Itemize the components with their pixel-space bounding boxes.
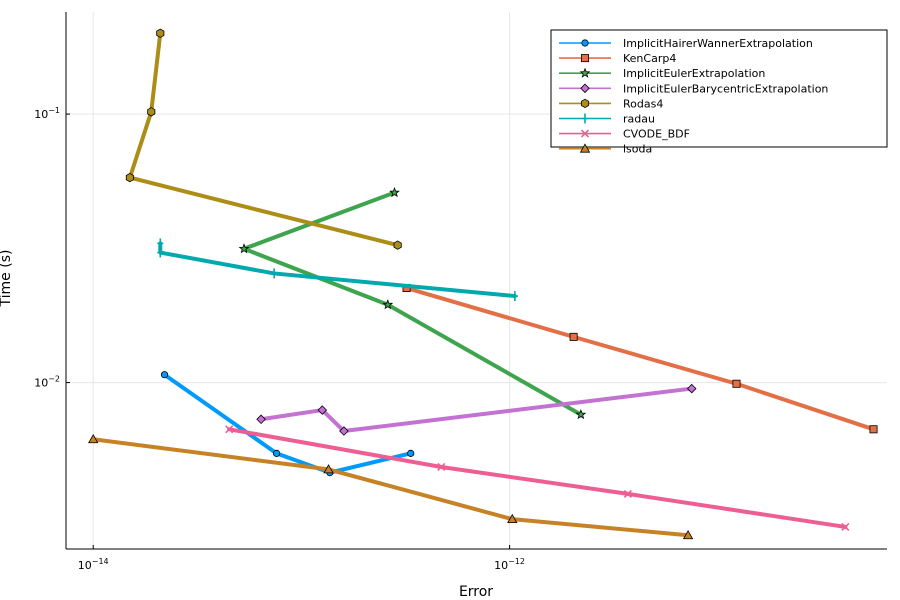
series-impliciteulerextrapolation [238, 186, 587, 420]
legend-label: lsoda [623, 143, 652, 156]
series-rodas4 [125, 28, 402, 250]
data-point [160, 371, 169, 379]
legend-entry: Rodas4 [559, 97, 663, 110]
data-point [339, 426, 349, 436]
data-point [323, 464, 334, 474]
series-line [158, 241, 517, 299]
series-line [259, 386, 694, 434]
legend-label: ImplicitHairerWannerExtrapolation [623, 37, 813, 50]
data-point [511, 291, 518, 302]
series-layer [88, 28, 878, 540]
data-point [238, 243, 250, 254]
series-line [242, 190, 583, 417]
data-point [869, 425, 878, 434]
data-point [256, 414, 266, 425]
legend-entry: KenCarp4 [559, 52, 676, 65]
legend-label: radau [623, 113, 655, 126]
data-point [157, 247, 164, 258]
legend-entry: ImplicitHairerWannerExtrapolation [559, 37, 813, 50]
legend-marker [579, 67, 591, 78]
data-point [157, 238, 164, 249]
legend-entry: ImplicitEulerBarycentricExtrapolation [559, 82, 828, 95]
data-point [841, 522, 850, 531]
legend-marker [580, 98, 590, 109]
legend-entry: lsoda [559, 143, 652, 156]
series-line [127, 31, 400, 248]
legend-label: Rodas4 [623, 97, 663, 110]
data-point [156, 28, 165, 38]
data-point [147, 107, 156, 117]
series-line [91, 437, 691, 538]
data-point [507, 513, 518, 524]
x-axis-title: Error [459, 584, 493, 600]
legend-label: KenCarp4 [623, 52, 676, 65]
data-point [271, 268, 278, 279]
y-axis-title: Time (s) [0, 250, 14, 308]
data-point [393, 240, 402, 250]
data-point [682, 529, 694, 540]
series-cvode-bdf [225, 425, 850, 531]
data-point [382, 299, 394, 310]
legend-marker [580, 129, 590, 138]
series-implicithairerwannerextrapolation [160, 371, 415, 477]
data-point [575, 408, 587, 420]
series-line [404, 286, 876, 432]
y-tick-label: 10−2 [34, 375, 60, 390]
data-point [88, 433, 99, 444]
data-point [437, 462, 446, 472]
data-point [623, 489, 632, 498]
data-point [389, 186, 400, 198]
data-point [732, 379, 741, 388]
legend-entry: ImplicitEulerExtrapolation [559, 67, 765, 80]
legend-marker [582, 113, 588, 124]
series-line [227, 427, 848, 529]
series-line [162, 372, 413, 475]
legend-entry: radau [559, 113, 655, 126]
legend-label: CVODE_BDF [623, 128, 690, 141]
data-point [272, 449, 281, 457]
legend-label: ImplicitEulerBarycentricExtrapolation [623, 82, 828, 95]
legend-marker [580, 83, 590, 94]
legend-marker [579, 143, 591, 153]
series-impliciteulerbarycentricextrapolation [256, 383, 697, 436]
series-radau [157, 238, 518, 302]
series-lsoda [88, 433, 694, 540]
legend: ImplicitHairerWannerExtrapolation KenCarp… [550, 29, 888, 156]
x-tick-label: 10−12 [494, 557, 525, 572]
y-tick-label: 10−1 [34, 106, 60, 121]
legend-marker [581, 39, 589, 47]
data-point [407, 449, 415, 457]
data-point [317, 405, 328, 415]
series-kencarp4 [402, 284, 878, 434]
data-point [569, 332, 578, 341]
data-point [686, 383, 697, 394]
data-point [225, 425, 234, 434]
x-tick-label: 10−14 [78, 557, 109, 572]
legend-entry: CVODE_BDF [559, 128, 690, 141]
data-point [125, 172, 134, 183]
legend-marker [581, 54, 590, 63]
legend-label: ImplicitEulerExtrapolation [623, 67, 765, 80]
